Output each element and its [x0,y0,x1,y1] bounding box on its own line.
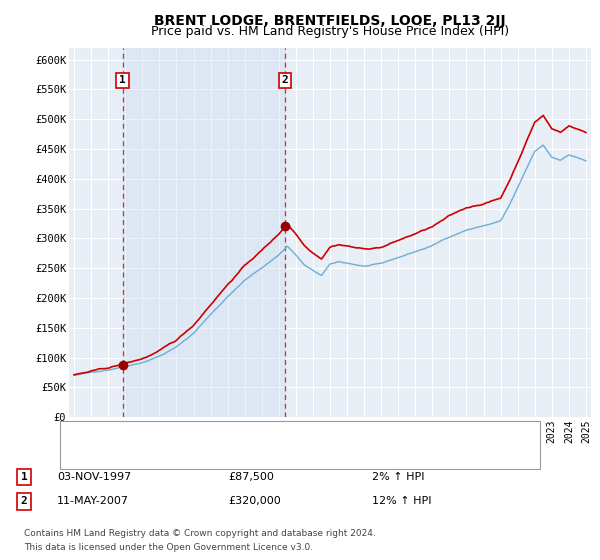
Text: £87,500: £87,500 [228,472,274,482]
Text: 1: 1 [119,76,126,85]
Text: ——: —— [69,427,94,440]
Bar [122,48,285,417]
Text: ——: —— [69,445,94,459]
Text: 03-NOV-1997: 03-NOV-1997 [57,472,131,482]
Text: This data is licensed under the Open Government Licence v3.0.: This data is licensed under the Open Gov… [24,543,313,552]
Text: Price paid vs. HM Land Registry's House Price Index (HPI): Price paid vs. HM Land Registry's House … [151,25,509,38]
Text: 2: 2 [20,496,28,506]
Text: BRENT LODGE, BRENTFIELDS, LOOE, PL13 2JJ (detached house): BRENT LODGE, BRENTFIELDS, LOOE, PL13 2JJ… [96,428,425,438]
Text: BRENT LODGE, BRENTFIELDS, LOOE, PL13 2JJ: BRENT LODGE, BRENTFIELDS, LOOE, PL13 2JJ [154,14,506,28]
Text: 2% ↑ HPI: 2% ↑ HPI [372,472,425,482]
Text: Contains HM Land Registry data © Crown copyright and database right 2024.: Contains HM Land Registry data © Crown c… [24,529,376,538]
Text: £320,000: £320,000 [228,496,281,506]
Text: 11-MAY-2007: 11-MAY-2007 [57,496,129,506]
Text: 12% ↑ HPI: 12% ↑ HPI [372,496,431,506]
Text: HPI: Average price, detached house, Cornwall: HPI: Average price, detached house, Corn… [96,447,334,457]
Text: 2: 2 [282,76,289,85]
Text: 1: 1 [20,472,28,482]
